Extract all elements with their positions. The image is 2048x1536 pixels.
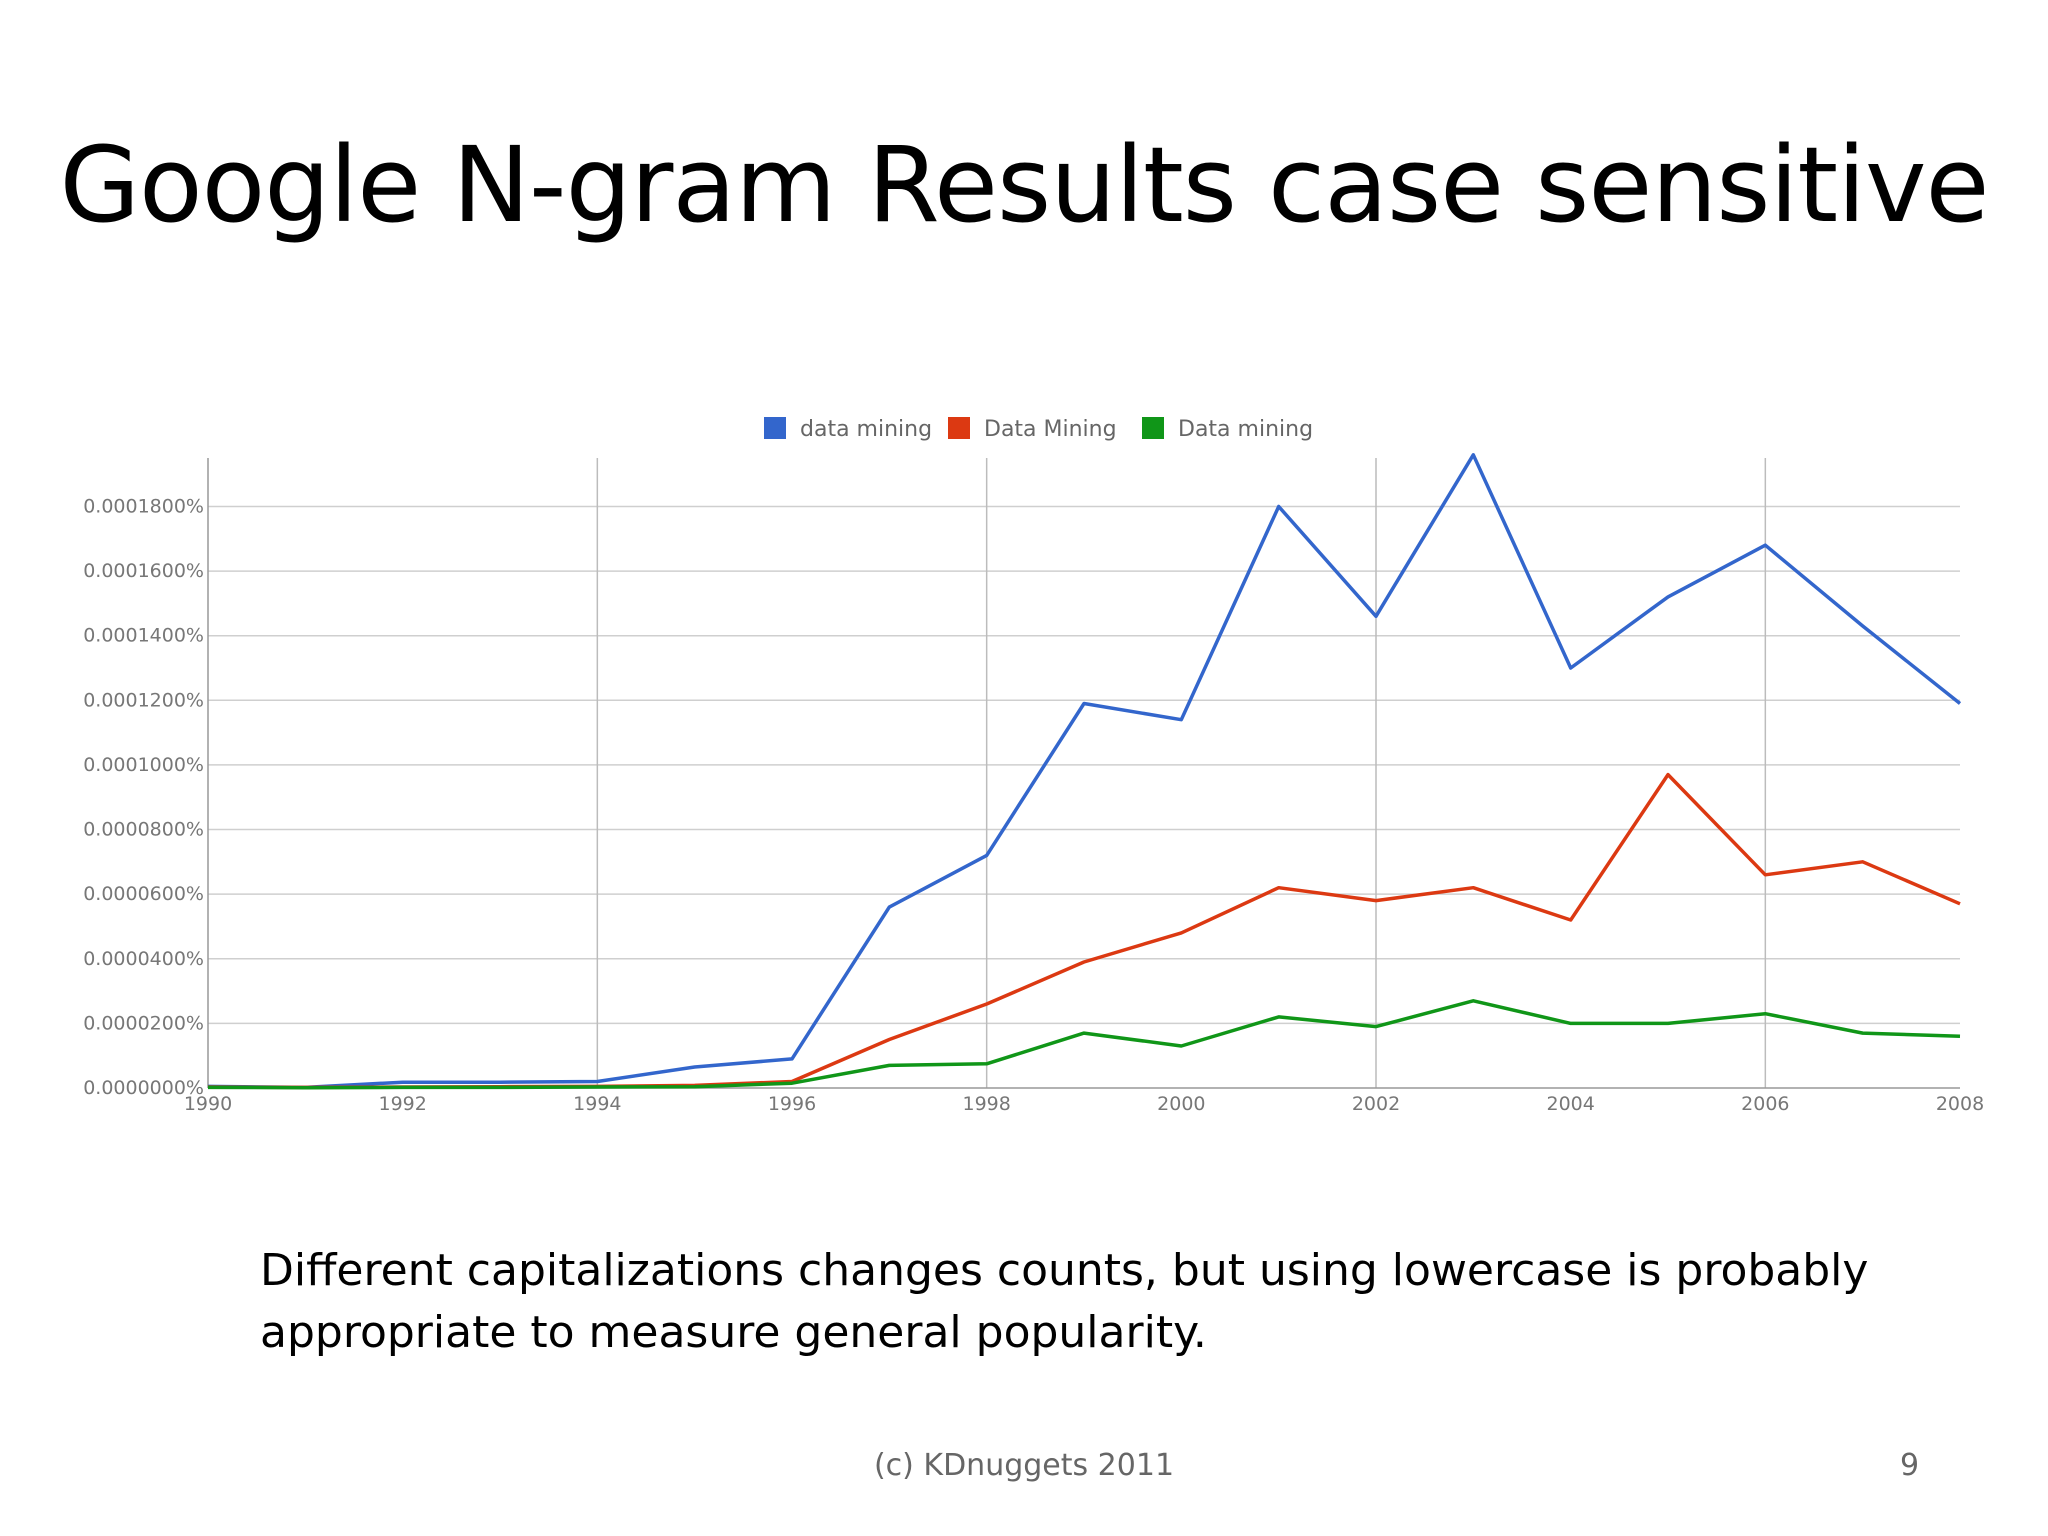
chart-grid [208, 458, 1960, 1088]
legend-label-data-mining: Data mining [1178, 417, 1313, 442]
slide-title: Google N-gram Results case sensitive [59, 124, 1989, 246]
y-tick-label: 0.0000600% [83, 883, 204, 905]
legend-swatch-data-mining [948, 417, 970, 439]
y-tick-label: 0.0001400% [83, 625, 204, 647]
chart-tick-labels: 0.0000000% 0.0000200% 0.0000400% 0.0000600%… [83, 495, 1984, 1115]
x-tick-label: 1994 [573, 1093, 621, 1115]
chart-series [207, 453, 1962, 1090]
series-line-data-mining [207, 772, 1961, 1090]
x-tick-label: 2000 [1157, 1093, 1205, 1115]
ngram-line-chart: 0.0000000% 0.0000200% 0.0000400% 0.0000600%… [83, 417, 1984, 1115]
legend-swatch-data-mining [1142, 417, 1164, 439]
y-tick-label: 0.0001000% [83, 754, 204, 776]
y-tick-label: 0.0001200% [83, 689, 204, 711]
series-line-data-mining [207, 999, 1961, 1090]
page-number: 9 [1900, 1448, 1920, 1483]
x-tick-label: 2008 [1936, 1093, 1984, 1115]
y-tick-label: 0.0001800% [83, 495, 204, 517]
chart-legend: data mining Data Mining Data mining [764, 417, 1313, 442]
y-tick-label: 0.0000400% [83, 948, 204, 970]
chart-axes [207, 458, 1960, 1089]
y-tick-label: 0.0001600% [83, 560, 204, 582]
x-tick-label: 1992 [378, 1093, 426, 1115]
legend-label-data-mining: Data Mining [984, 417, 1117, 442]
y-tick-label: 0.0000000% [83, 1077, 204, 1099]
x-tick-label: 1998 [962, 1093, 1010, 1115]
y-tick-label: 0.0000200% [83, 1012, 204, 1034]
x-tick-label: 2004 [1546, 1093, 1594, 1115]
x-tick-label: 2002 [1352, 1093, 1400, 1115]
legend-label-data-mining: data mining [800, 417, 932, 442]
footer-credit: (c) KDnuggets 2011 [873, 1448, 1175, 1483]
x-tick-label: 1990 [184, 1093, 232, 1115]
slide-caption: Different capitalizations changes counts… [260, 1245, 1869, 1358]
x-tick-label: 2006 [1741, 1093, 1789, 1115]
legend-swatch-data-mining [764, 417, 786, 439]
y-tick-label: 0.0000800% [83, 819, 204, 841]
x-tick-label: 1996 [768, 1093, 816, 1115]
series-line-data-mining [207, 453, 1962, 1090]
